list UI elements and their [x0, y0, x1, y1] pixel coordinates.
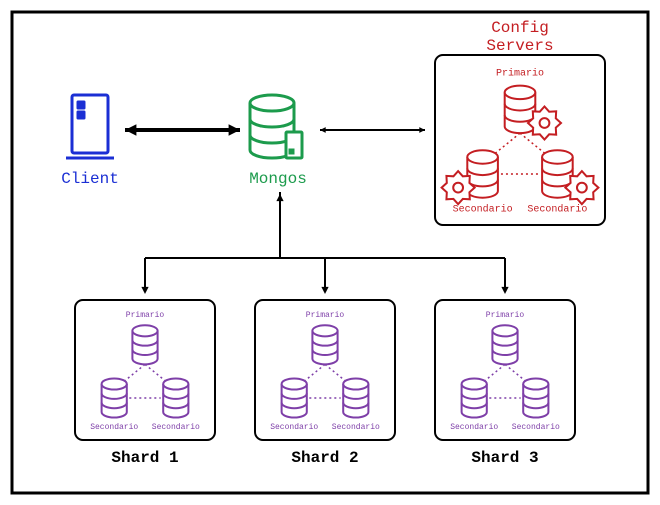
- client-label: Client: [61, 170, 119, 188]
- svg-text:Secondario: Secondario: [512, 423, 560, 432]
- svg-text:Secondario: Secondario: [453, 203, 513, 215]
- mongos-label: Mongos: [249, 170, 307, 188]
- svg-text:Primario: Primario: [126, 311, 165, 320]
- config-title-1: Config: [491, 19, 549, 37]
- svg-text:Secondario: Secondario: [332, 423, 380, 432]
- svg-text:Secondario: Secondario: [152, 423, 200, 432]
- config-title-2: Servers: [486, 37, 553, 55]
- architecture-diagram: Client Mongos Config Servers Primario Sec…: [0, 0, 660, 505]
- svg-text:Primario: Primario: [306, 311, 345, 320]
- shard2-label: Shard 2: [291, 449, 358, 467]
- shard1-label: Shard 1: [111, 449, 178, 467]
- outer-frame: [12, 12, 648, 493]
- svg-text:Secondario: Secondario: [450, 423, 498, 432]
- svg-text:Secondario: Secondario: [90, 423, 138, 432]
- svg-text:Primario: Primario: [496, 67, 544, 79]
- svg-text:Secondario: Secondario: [270, 423, 318, 432]
- svg-text:Primario: Primario: [486, 311, 525, 320]
- svg-text:Secondario: Secondario: [527, 203, 587, 215]
- shard3-label: Shard 3: [471, 449, 538, 467]
